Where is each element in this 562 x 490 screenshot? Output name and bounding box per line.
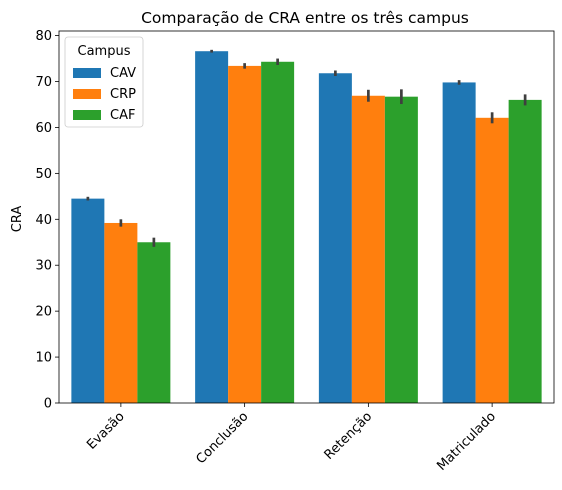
bar-crp-conclusao — [228, 65, 262, 404]
legend-title: Campus — [78, 44, 131, 59]
bar-crp-matriculado — [475, 117, 509, 404]
bar-cav-conclusao — [195, 51, 229, 404]
bar-caf-retencao — [384, 96, 418, 403]
x-tick-label-conclusao: Conclusão — [193, 409, 251, 467]
plot-frame — [58, 30, 555, 404]
legend: Campus CAV CRP CAF — [64, 36, 144, 128]
legend-label-crp: CRP — [110, 87, 136, 102]
y-tick-label: 80 — [35, 29, 52, 44]
legend-swatch-cav — [73, 68, 101, 78]
bar-crp-evasao — [104, 222, 138, 403]
y-tick-label: 20 — [35, 305, 52, 320]
x-tick-label-evasao: Evasão — [84, 409, 128, 453]
bars-group — [71, 51, 542, 404]
legend-label-cav: CAV — [110, 66, 136, 81]
y-tick-label: 0 — [44, 397, 52, 412]
chart-title: Comparação de CRA entre os três campus — [141, 9, 469, 27]
bar-caf-conclusao — [261, 61, 295, 403]
y-axis: 0 10 20 30 40 50 60 70 80 — [35, 29, 59, 412]
x-tick-label-retencao: Retenção — [322, 409, 376, 463]
y-tick-label: 60 — [35, 121, 52, 136]
bar-caf-matriculado — [508, 99, 542, 403]
y-tick-label: 50 — [35, 167, 52, 182]
y-tick-label: 70 — [35, 75, 52, 90]
error-bars-group — [86, 49, 527, 247]
bar-crp-retencao — [351, 95, 385, 403]
x-tick-label-matriculado: Matriculado — [434, 409, 499, 474]
bar-cav-matriculado — [442, 82, 476, 403]
bar-cav-retencao — [318, 73, 352, 403]
legend-box — [64, 36, 144, 128]
bar-cav-evasao — [71, 198, 105, 403]
bar-caf-evasao — [137, 242, 171, 403]
y-tick-label: 30 — [35, 259, 52, 274]
x-axis: Evasão Conclusão Retenção Matriculado — [84, 403, 499, 474]
legend-label-caf: CAF — [110, 108, 135, 123]
y-tick-label: 10 — [35, 351, 52, 366]
legend-swatch-crp — [73, 89, 101, 99]
legend-swatch-caf — [73, 110, 101, 120]
y-axis-label: CRA — [10, 206, 25, 233]
y-tick-label: 40 — [35, 213, 52, 228]
